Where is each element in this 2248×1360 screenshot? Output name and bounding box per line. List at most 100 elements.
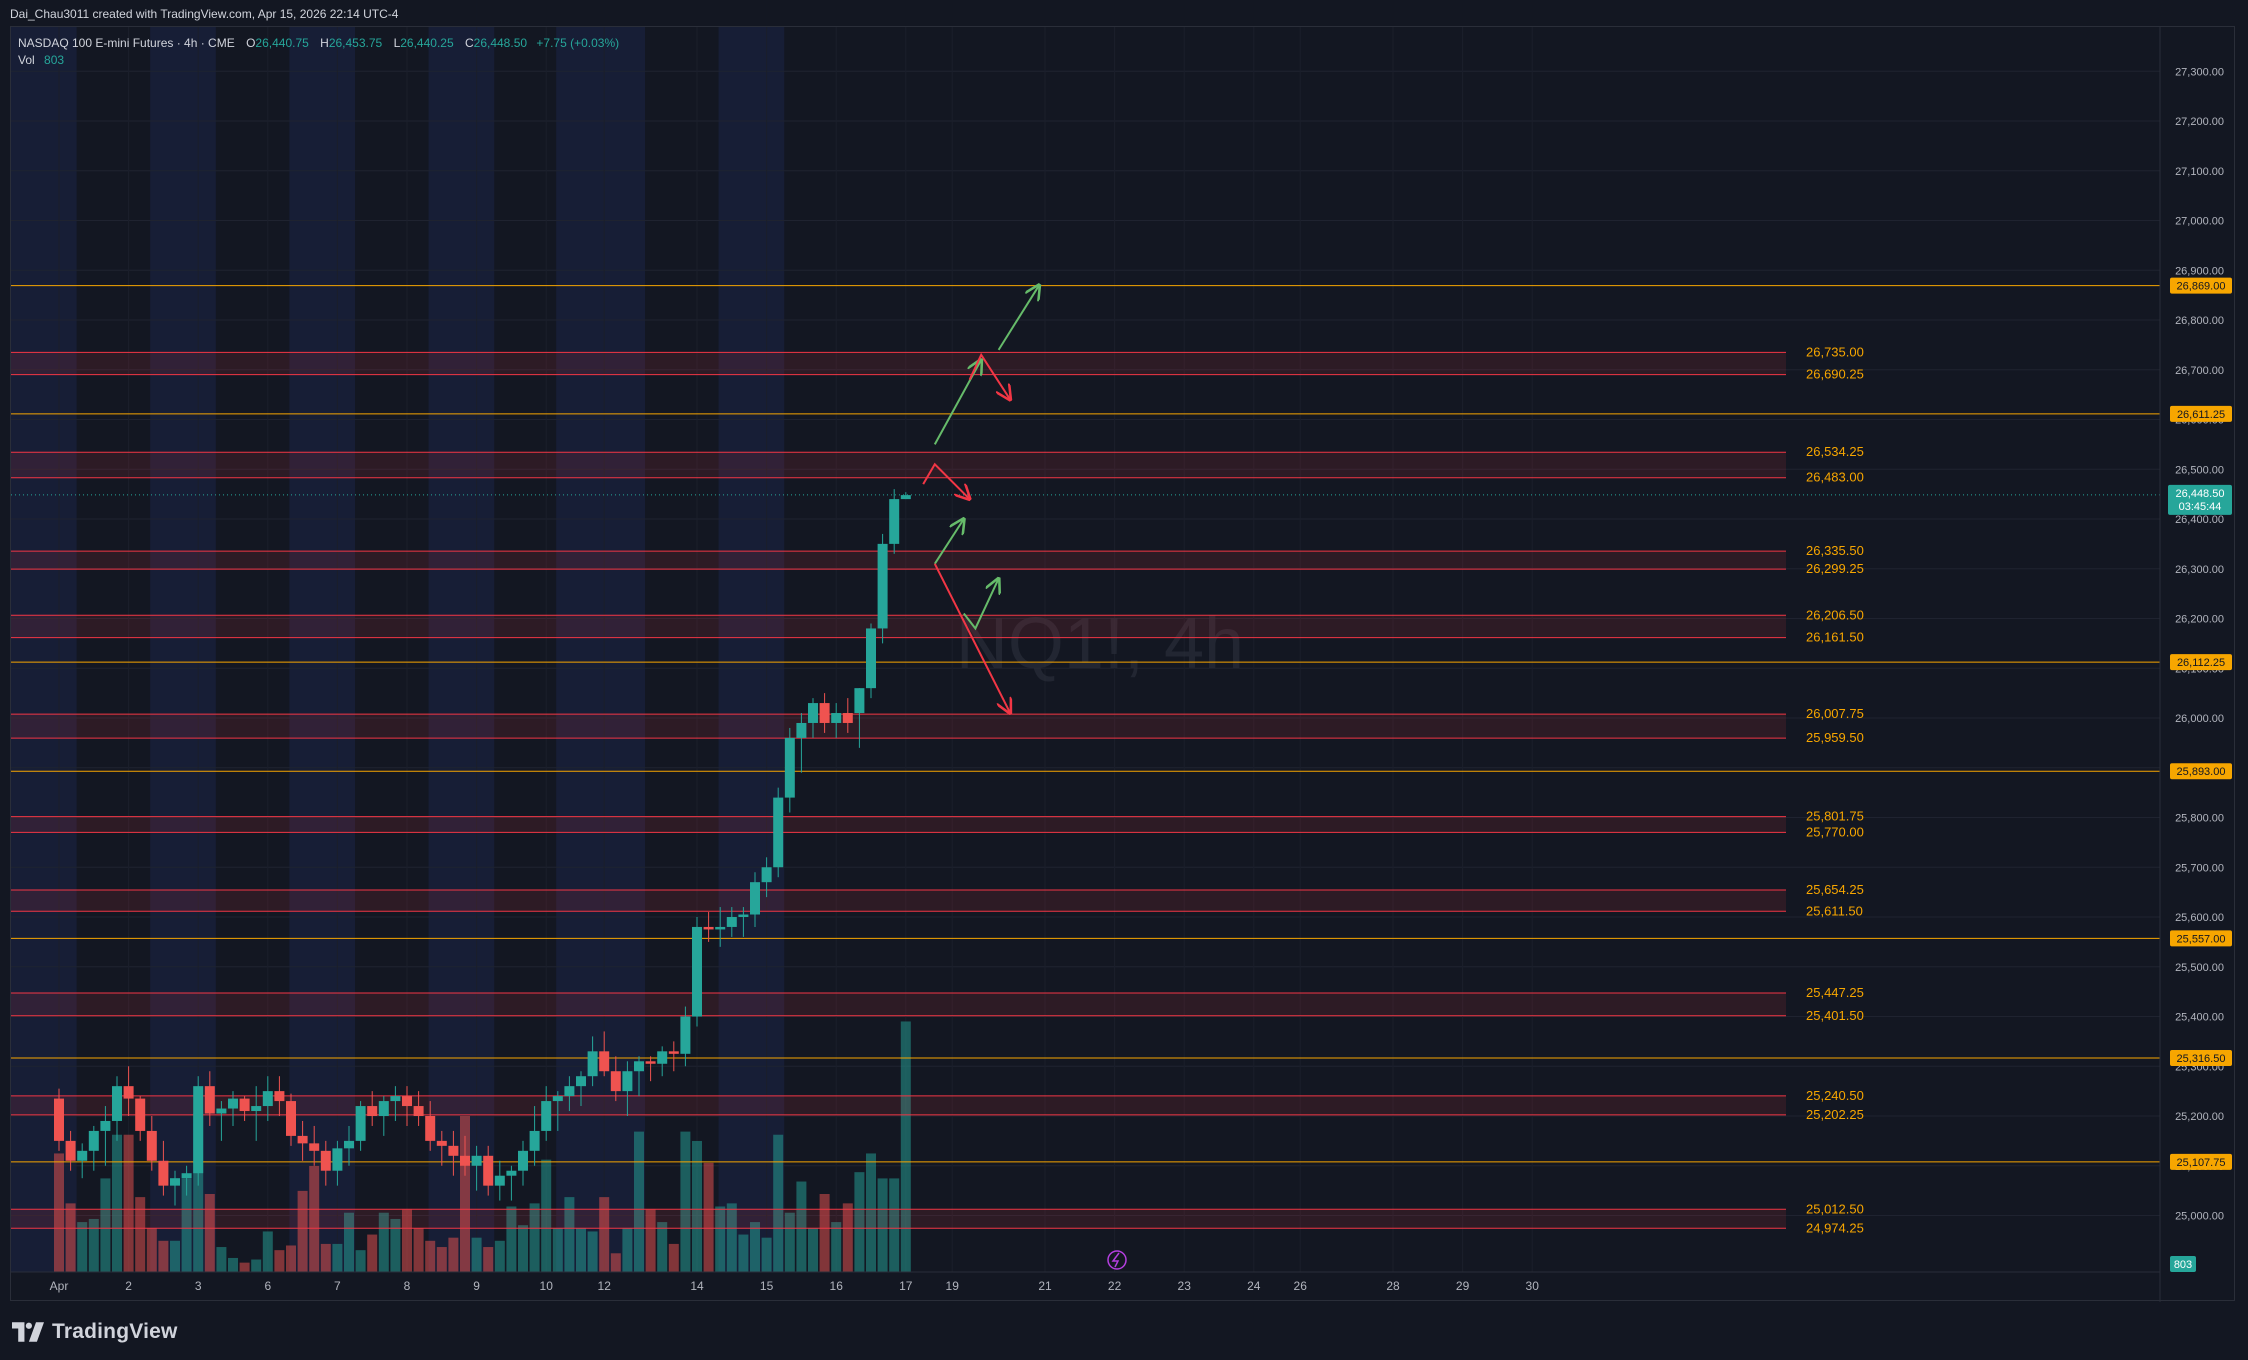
candle-body xyxy=(367,1106,378,1116)
volume-bar xyxy=(239,1262,250,1272)
volume-bar xyxy=(494,1240,505,1272)
level-badge-text: 26,611.25 xyxy=(2177,409,2225,421)
x-tick-label: 23 xyxy=(1178,1279,1192,1293)
volume-bar xyxy=(471,1237,482,1272)
x-tick-label: 6 xyxy=(264,1279,271,1293)
candle-body xyxy=(900,495,911,500)
current-price-text: 26,448.50 xyxy=(2176,488,2225,500)
volume-bar xyxy=(854,1172,865,1272)
candle-body xyxy=(692,926,702,1017)
candle-body xyxy=(645,1061,656,1064)
volume-bar xyxy=(634,1131,644,1272)
volume-bar xyxy=(181,1178,192,1272)
volume-bar xyxy=(193,1112,204,1272)
projection-arrow-up xyxy=(933,519,964,565)
candle-body xyxy=(355,1106,366,1141)
session-band-5 xyxy=(718,27,785,1272)
candle-body xyxy=(506,1170,517,1176)
candle-body xyxy=(657,1051,668,1064)
price-chart[interactable]: NQ1!, 4h 26,735.00 26,690.25 26,534.25 26,4… xyxy=(0,0,2248,1302)
zone-upper-label: 25,012.50 xyxy=(1806,1201,1864,1216)
zone-fill xyxy=(11,452,1786,478)
volume-bar xyxy=(610,1253,621,1272)
candle-body xyxy=(146,1130,157,1161)
zone-lower-label: 26,483.00 xyxy=(1806,470,1864,485)
x-tick-label: 7 xyxy=(334,1279,341,1293)
candle-body xyxy=(193,1086,204,1174)
candle-body xyxy=(668,1051,679,1054)
legend-close-label: C xyxy=(464,36,474,50)
candle-body xyxy=(100,1120,111,1131)
zone-lower-label: 25,202.25 xyxy=(1806,1107,1864,1122)
legend-low-label: L xyxy=(393,36,401,50)
candle-body xyxy=(239,1098,250,1112)
candle-body xyxy=(54,1098,64,1141)
x-tick-label: 15 xyxy=(760,1279,774,1293)
volume-bar xyxy=(587,1231,598,1272)
volume-bar xyxy=(668,1243,679,1272)
tradingview-brand[interactable]: TradingView xyxy=(12,1320,178,1344)
volume-bar xyxy=(460,1116,470,1272)
zone-upper-label: 26,335.50 xyxy=(1806,543,1864,558)
y-tick-label: 25,600.00 xyxy=(2175,912,2224,924)
volume-bar xyxy=(564,1197,575,1272)
volume-bar xyxy=(842,1203,853,1272)
level-badge xyxy=(2170,1050,2232,1067)
volume-bar xyxy=(413,1228,424,1272)
session-band-1 xyxy=(150,27,216,1272)
candle-body xyxy=(634,1061,644,1072)
x-tick-label: 26 xyxy=(1294,1279,1308,1293)
projection-arrow-down xyxy=(933,563,1010,713)
brand-name: TradingView xyxy=(52,1320,178,1343)
x-tick-label: 21 xyxy=(1038,1279,1052,1293)
candle-body xyxy=(170,1178,180,1186)
volume-bar xyxy=(297,1190,308,1272)
volume-bar xyxy=(819,1194,830,1272)
volume-bar xyxy=(112,1134,122,1272)
volume-bar xyxy=(796,1181,807,1272)
candle-body xyxy=(77,1150,88,1161)
candle-body xyxy=(204,1086,215,1114)
countdown-text: 03:45:44 xyxy=(2179,501,2222,513)
volume-bars xyxy=(54,1021,911,1272)
x-tick-label: 3 xyxy=(195,1279,202,1293)
legend-low: 26,440.25 xyxy=(400,36,454,50)
volume-bar xyxy=(877,1178,888,1272)
volume-bar xyxy=(54,1153,64,1272)
volume-bar xyxy=(100,1178,111,1272)
y-tick-label: 25,500.00 xyxy=(2175,962,2224,974)
volume-bar xyxy=(228,1257,238,1272)
zone-lower-label: 25,611.50 xyxy=(1806,903,1863,918)
volume-bar xyxy=(146,1228,157,1272)
candle-body xyxy=(842,713,853,723)
zone-fill xyxy=(11,352,1786,375)
level-badge xyxy=(2170,405,2232,422)
replay-icon[interactable] xyxy=(1107,1250,1127,1270)
zone-lower-label: 26,299.25 xyxy=(1806,561,1864,576)
zone-fill xyxy=(11,551,1786,570)
x-tick-label: 10 xyxy=(540,1279,554,1293)
volume-bar xyxy=(622,1228,633,1272)
candle-body xyxy=(390,1096,401,1102)
volume-bar xyxy=(158,1240,169,1272)
zone-fill xyxy=(11,1095,1786,1115)
volume-bar xyxy=(448,1237,459,1272)
candle-body xyxy=(112,1086,122,1121)
y-tick-label: 25,400.00 xyxy=(2175,1012,2224,1024)
volume-bar xyxy=(831,1222,842,1272)
legend-vol: 803 xyxy=(44,53,65,67)
x-tick-label: Apr xyxy=(50,1279,69,1293)
volume-bar xyxy=(286,1245,296,1272)
x-tick-label: 17 xyxy=(899,1279,913,1293)
candle-body xyxy=(378,1101,389,1116)
volume-bar xyxy=(436,1247,447,1272)
chart-frame[interactable] xyxy=(10,26,2235,1301)
x-tick-label: 9 xyxy=(473,1279,480,1293)
x-tick-label: 28 xyxy=(1386,1279,1400,1293)
legend-symbol: NASDAQ 100 E-mini Futures · 4h · CME xyxy=(18,36,235,50)
y-tick-label: 26,400.00 xyxy=(2175,514,2224,526)
candle-body xyxy=(483,1155,494,1186)
volume-bar xyxy=(390,1218,401,1272)
candle-body xyxy=(297,1135,308,1144)
zone-lower-label: 24,974.25 xyxy=(1806,1220,1864,1235)
